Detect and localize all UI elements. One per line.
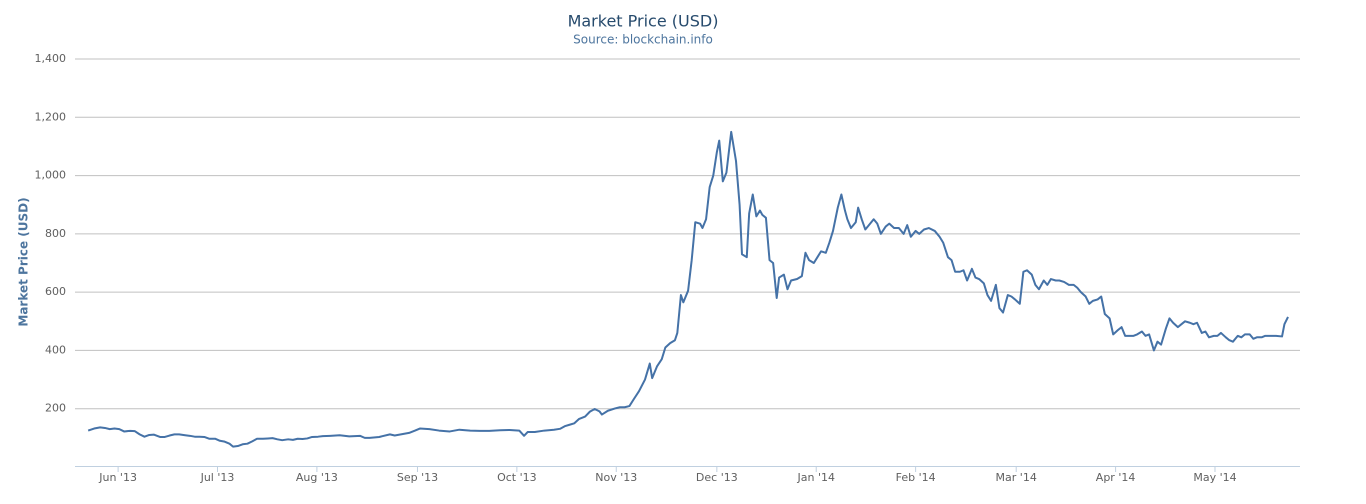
y-axis-title: Market Price (USD) [17,197,31,326]
chart-subtitle: Source: blockchain.info [573,33,713,47]
x-tick-label: Jun '13 [98,471,137,484]
chart-title: Market Price (USD) [568,12,719,31]
x-tick-label: Aug '13 [296,471,338,484]
y-tick-label: 200 [45,402,66,415]
y-tick-label: 600 [45,285,66,298]
x-tick-label: Feb '14 [896,471,936,484]
x-tick-label: Nov '13 [595,471,637,484]
x-tick-label: Oct '13 [497,471,537,484]
x-tick-label: Sep '13 [397,471,438,484]
x-tick-label: Jul '13 [200,471,235,484]
y-tick-label: 1,000 [35,169,67,182]
y-tick-label: 1,400 [35,52,67,65]
price-line [87,130,1289,448]
x-tick-label: Mar '14 [996,471,1037,484]
x-tick-label: Apr '14 [1096,471,1136,484]
x-tick-label: Jan '14 [796,471,834,484]
x-tick-label: May '14 [1193,471,1236,484]
y-tick-label: 400 [45,343,66,356]
x-tick-label: Dec '13 [696,471,738,484]
y-tick-label: 800 [45,227,66,240]
y-tick-label: 1,200 [35,110,67,123]
